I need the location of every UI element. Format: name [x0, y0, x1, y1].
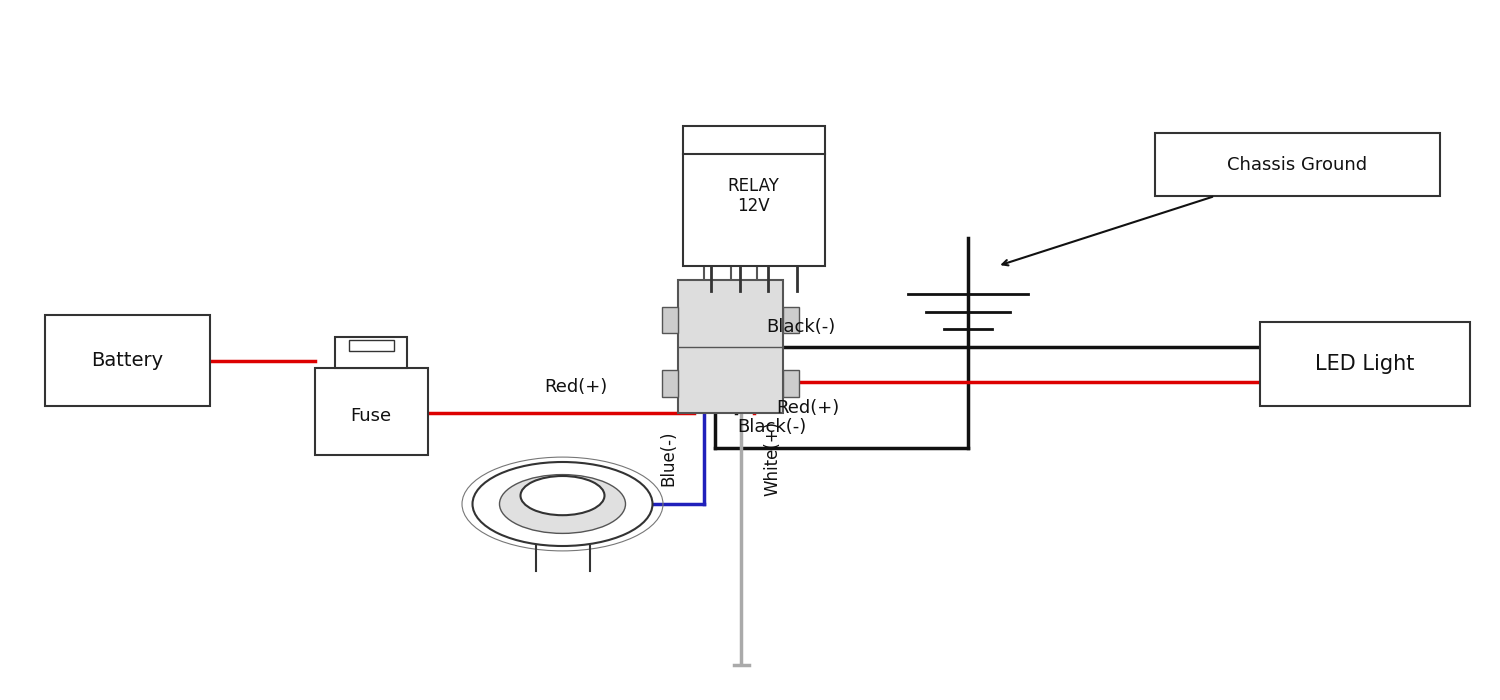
Text: Red(+): Red(+) [544, 377, 608, 395]
Text: Fuse: Fuse [351, 407, 392, 425]
Bar [1260, 322, 1470, 406]
Bar [682, 126, 825, 266]
Bar [1155, 133, 1440, 196]
Circle shape [520, 476, 605, 515]
Circle shape [472, 462, 652, 546]
Text: Black(-): Black(-) [738, 418, 807, 436]
Bar [663, 307, 678, 333]
Text: LED Light: LED Light [1316, 354, 1414, 374]
Bar [663, 370, 678, 397]
Bar [783, 307, 798, 333]
Text: Red(+): Red(+) [776, 399, 840, 417]
Bar [315, 368, 428, 455]
Bar [348, 340, 393, 351]
Text: RELAY
12V: RELAY 12V [728, 176, 780, 216]
Text: Chassis Ground: Chassis Ground [1227, 155, 1368, 174]
Text: Battery: Battery [92, 351, 164, 370]
Circle shape [500, 475, 626, 533]
Text: White(+): White(+) [764, 421, 782, 496]
Bar [45, 315, 210, 406]
Bar [783, 370, 798, 397]
Bar [678, 280, 783, 413]
Text: Blue(-): Blue(-) [660, 430, 678, 486]
Bar [336, 337, 406, 368]
Text: Black(-): Black(-) [766, 318, 836, 336]
